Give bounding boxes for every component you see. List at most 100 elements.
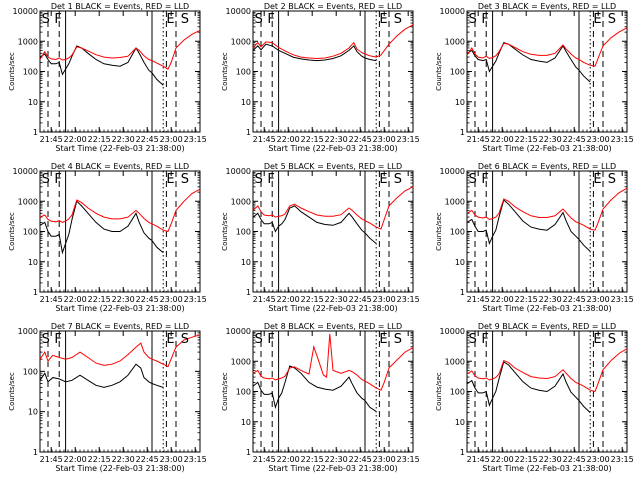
- x-tick-label: 22:15: [301, 455, 324, 464]
- y-tick-label: 10000: [226, 167, 251, 176]
- marker-label: S: [42, 332, 50, 347]
- marker-label: S: [42, 12, 50, 27]
- x-tick-label: 21:45: [467, 135, 490, 144]
- x-tick-label: 23:00: [587, 295, 610, 304]
- x-tick-label: 21:45: [40, 135, 63, 144]
- x-axis-label: Start Time (22-Feb-03 21:38:00): [268, 464, 397, 473]
- x-tick-label: 23:15: [611, 135, 634, 144]
- y-tick-label: 1: [33, 288, 38, 297]
- y-tick-label: 10000: [440, 167, 465, 176]
- series-line-lld: [466, 187, 628, 231]
- chart-title: Det 8 BLACK = Events, RED = LLD: [264, 322, 402, 331]
- marker-label: S: [181, 172, 189, 187]
- x-tick-label: 22:30: [112, 295, 135, 304]
- detector-panel-8: 1 10 100 1000 10000 21:45 22:00 22:15 22:30 22:45…: [221, 322, 420, 473]
- x-axis-label: Start Time (22-Feb-03 21:38:00): [482, 304, 611, 313]
- detector-panel-2: 1 10 100 1000 10000 21:45 22:00 22:15 22:30 22:45…: [221, 2, 420, 153]
- series-line-lld: [39, 29, 201, 70]
- marker-label: F: [481, 332, 488, 347]
- chart-title: Det 4 BLACK = Events, RED = LLD: [51, 162, 189, 171]
- detector-panel-5: 1 10 100 1000 10000 21:45 22:00 22:15 22:30 22:45…: [221, 162, 420, 313]
- marker-label: E: [166, 332, 174, 347]
- marker-label: S: [255, 332, 263, 347]
- chart-title: Det 5 BLACK = Events, RED = LLD: [264, 162, 402, 171]
- marker-label: E: [379, 332, 387, 347]
- x-tick-label: 22:45: [136, 295, 159, 304]
- x-tick-label: 21:45: [467, 455, 490, 464]
- marker-label: S: [181, 332, 189, 347]
- series-line-events: [466, 361, 591, 413]
- x-tick-label: 22:30: [539, 135, 562, 144]
- y-tick-label: 1: [460, 128, 465, 137]
- marker-label: S: [608, 332, 616, 347]
- detector-panel-7: 1 10 100 1000 21:45 22:00 22:15 22:30 22:45 23:00…: [8, 322, 207, 473]
- marker-label: S: [181, 12, 189, 27]
- series-line-events: [39, 200, 164, 255]
- x-tick-label: 23:00: [160, 295, 183, 304]
- x-tick-label: 21:45: [467, 295, 490, 304]
- y-tick-label: 100: [450, 388, 465, 397]
- x-axis-label: Start Time (22-Feb-03 21:38:00): [55, 464, 184, 473]
- y-tick-label: 10000: [13, 167, 38, 176]
- marker-label: F: [54, 172, 61, 187]
- x-tick-label: 22:45: [349, 135, 372, 144]
- series-line-events: [39, 45, 164, 86]
- x-tick-label: 22:00: [64, 455, 87, 464]
- y-tick-label: 10000: [440, 327, 465, 336]
- y-tick-label: 10: [241, 98, 251, 107]
- y-axis-label: Counts/sec: [221, 372, 229, 411]
- y-tick-label: 1: [460, 448, 465, 457]
- x-tick-label: 22:30: [112, 135, 135, 144]
- marker-label: S: [394, 332, 402, 347]
- x-tick-label: 21:45: [253, 135, 276, 144]
- x-axis-label: Start Time (22-Feb-03 21:38:00): [268, 304, 397, 313]
- y-tick-label: 100: [450, 68, 465, 77]
- marker-label: S: [394, 172, 402, 187]
- series-line-events: [466, 199, 591, 252]
- x-tick-label: 22:30: [112, 455, 135, 464]
- y-tick-label: 1: [246, 448, 251, 457]
- x-tick-label: 23:15: [611, 295, 634, 304]
- y-axis-label: Counts/sec: [8, 372, 16, 411]
- y-tick-label: 1: [33, 448, 38, 457]
- y-tick-label: 10000: [226, 7, 251, 16]
- x-tick-label: 22:30: [325, 295, 348, 304]
- y-tick-label: 1000: [231, 197, 251, 206]
- x-tick-label: 21:45: [253, 295, 276, 304]
- x-tick-label: 23:00: [160, 455, 183, 464]
- x-tick-label: 22:30: [539, 455, 562, 464]
- marker-label: F: [481, 172, 488, 187]
- marker-label: E: [379, 172, 387, 187]
- x-tick-label: 22:30: [539, 295, 562, 304]
- y-tick-label: 1000: [18, 37, 38, 46]
- series-line-events: [252, 43, 377, 62]
- marker-label: F: [54, 12, 61, 27]
- y-tick-label: 100: [23, 367, 38, 376]
- y-tick-label: 10: [455, 258, 465, 267]
- y-axis-label: Counts/sec: [435, 52, 443, 91]
- marker-label: S: [255, 12, 263, 27]
- marker-label: E: [166, 12, 174, 27]
- y-tick-label: 10: [28, 408, 38, 417]
- x-axis-label: Start Time (22-Feb-03 21:38:00): [55, 304, 184, 313]
- y-tick-label: 1: [33, 128, 38, 137]
- x-tick-label: 22:15: [515, 455, 538, 464]
- x-tick-label: 22:15: [88, 135, 111, 144]
- y-axis-label: Counts/sec: [8, 212, 16, 251]
- y-tick-label: 10: [455, 98, 465, 107]
- x-tick-label: 22:00: [491, 455, 514, 464]
- x-tick-label: 23:00: [373, 455, 396, 464]
- x-tick-label: 23:15: [611, 455, 634, 464]
- y-tick-label: 100: [236, 68, 251, 77]
- x-tick-label: 22:15: [515, 295, 538, 304]
- marker-label: E: [593, 332, 601, 347]
- detector-panel-9: 1 10 100 1000 10000 21:45 22:00 22:15 22:30 22:45…: [435, 322, 634, 473]
- y-tick-label: 100: [450, 228, 465, 237]
- y-tick-label: 100: [23, 68, 38, 77]
- x-tick-label: 22:45: [563, 135, 586, 144]
- x-tick-label: 22:45: [349, 295, 372, 304]
- series-line-lld: [252, 333, 414, 391]
- marker-label: F: [267, 172, 274, 187]
- series-line-events: [39, 363, 164, 388]
- y-axis-label: Counts/sec: [8, 52, 16, 91]
